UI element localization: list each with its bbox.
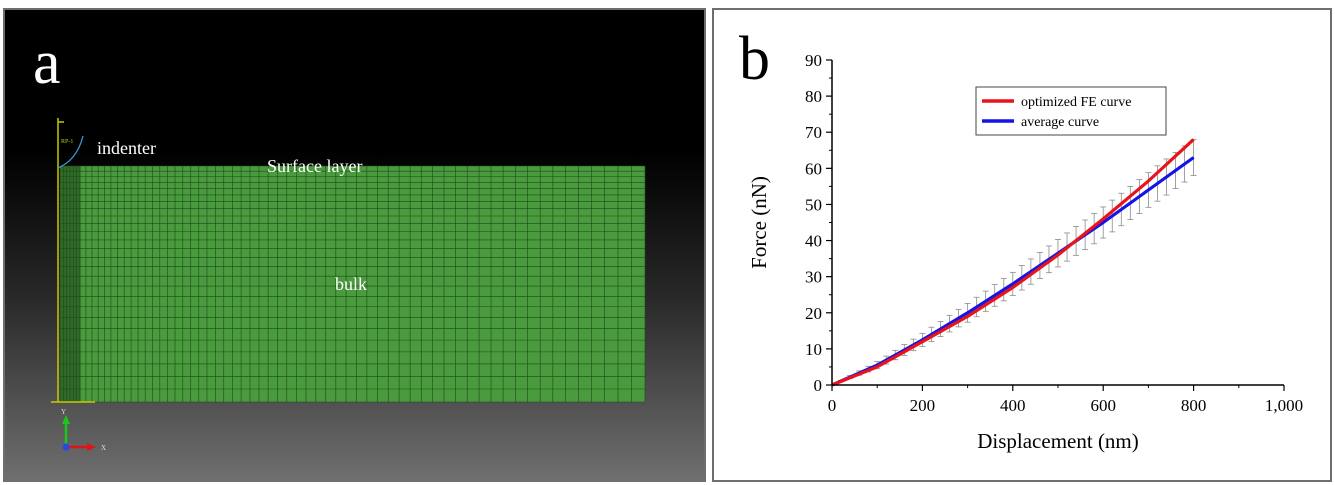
force-displacement-chart: 0 200 400 600 800 1,000 0 10 20 30 40 50 60 70 80 90 Di…: [747, 51, 1303, 453]
x-tick-label: 1,000: [1265, 396, 1303, 415]
triad-y-arrowhead: [62, 415, 70, 424]
x-tick-label: 0: [828, 396, 837, 415]
error-bars: [838, 139, 1197, 383]
surface-layer-label: Surface layer: [267, 156, 363, 176]
legend-label: average curve: [1021, 115, 1099, 130]
bulk-label: bulk: [335, 274, 368, 294]
x-tick-label: 400: [1000, 396, 1026, 415]
y-tick-label: 70: [805, 123, 822, 142]
y-tick-label: 10: [805, 340, 822, 359]
y-tick-label: 40: [805, 232, 822, 251]
x-tick-label: 600: [1090, 396, 1116, 415]
x-tick-label: 800: [1181, 396, 1207, 415]
mesh-body: [60, 166, 645, 402]
tick-labels: 0 200 400 600 800 1,000 0 10 20 30 40 50 60 70 80 90: [805, 51, 1303, 415]
y-tick-label: 0: [814, 376, 823, 395]
y-tick-label: 90: [805, 51, 822, 70]
series-line-optimized-fe-curve: [831, 138, 1195, 387]
legend-box: [975, 86, 1167, 136]
triad-y-label: Y: [61, 408, 66, 416]
panel-a-letter: a: [33, 29, 61, 97]
legend-label: optimized FE curve: [1021, 95, 1131, 110]
panel-b-letter: b: [739, 25, 770, 93]
fe-mesh: [59, 165, 646, 403]
y-tick-label: 60: [805, 159, 822, 178]
triad-x-label: X: [101, 444, 106, 452]
x-tick-label: 200: [910, 396, 936, 415]
fe-mesh-viewport: RP-1 Y X: [51, 118, 646, 452]
chart-axes: [826, 59, 1285, 391]
series-lines: [831, 138, 1195, 387]
y-tick-label: 50: [805, 195, 822, 214]
indenter-tip-arc: [57, 135, 84, 169]
axis-triad: Y X: [61, 408, 106, 452]
y-tick-label: 20: [805, 304, 822, 323]
triad-x-arrowhead: [87, 443, 96, 451]
indenter-label: indenter: [97, 138, 156, 158]
x-axis-label: Displacement (nm): [977, 429, 1139, 453]
y-axis-label: Force (nN): [747, 176, 771, 269]
panel-a-fe-model: RP-1 Y X a indenter Surface layer bulk: [3, 8, 706, 482]
y-tick-label: 80: [805, 87, 822, 106]
indenter-geometry: RP-1: [51, 118, 95, 403]
chart-legend: optimized FE curve average curve: [975, 86, 1167, 136]
y-tick-label: 30: [805, 268, 822, 287]
indenter-node-label: RP-1: [61, 139, 73, 145]
panel-b-chart: b 0 200 400 600 800 1,000 0 10 20 30 40 50 60 70 80 90 …: [712, 8, 1332, 482]
triad-origin: [62, 443, 70, 451]
